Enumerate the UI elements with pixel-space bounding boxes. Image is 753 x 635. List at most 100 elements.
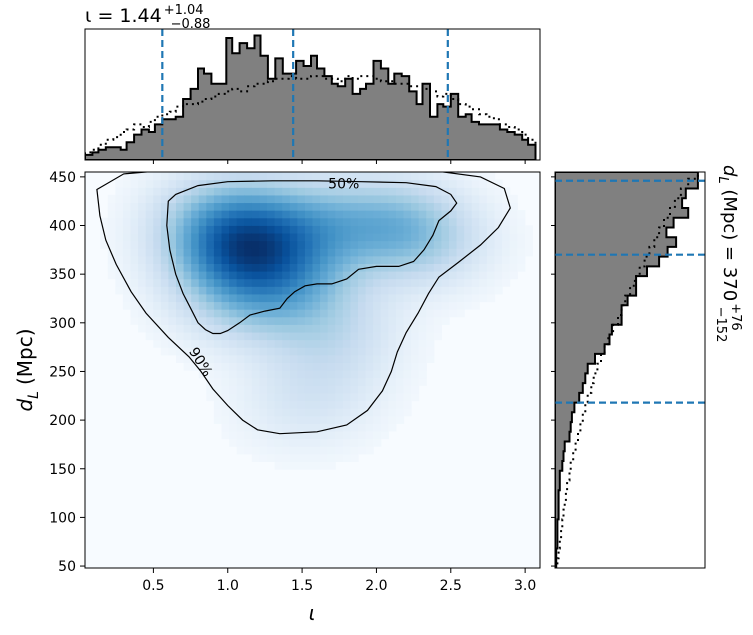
heatmap-cell [327, 309, 336, 318]
heatmap-cell [441, 293, 450, 303]
heatmap-cell [168, 225, 177, 234]
heatmap-cell [479, 286, 488, 295]
heatmap-cell [282, 423, 291, 432]
heatmap-cell [221, 301, 230, 310]
heatmap-cell [342, 172, 352, 181]
heatmap-cell [342, 248, 352, 257]
heatmap-cell [229, 187, 238, 196]
heatmap-cell [327, 461, 336, 470]
heatmap-cell [449, 248, 458, 257]
heatmap-cell [198, 354, 207, 363]
heatmap-cell [168, 202, 177, 211]
heatmap-cell [327, 362, 336, 371]
heatmap-cell [145, 217, 154, 226]
heatmap-cell [373, 232, 382, 242]
heatmap-cell [183, 263, 192, 272]
heatmap-cell [471, 286, 480, 295]
heatmap-cell [130, 217, 139, 226]
heatmap-cell [251, 316, 261, 325]
heatmap-cell [130, 255, 139, 264]
heatmap-cell [342, 179, 352, 188]
heatmap-cell [138, 210, 147, 219]
heatmap-cell [153, 263, 162, 272]
heatmap-cell [206, 385, 215, 394]
heatmap-cell [380, 187, 389, 196]
heatmap-cell [251, 385, 261, 394]
heatmap-cell [418, 179, 427, 188]
heatmap-cell [251, 187, 261, 196]
heatmap-cell [403, 347, 412, 356]
heatmap-cell [380, 362, 389, 371]
x-tick-label: 3.0 [514, 578, 536, 594]
heatmap-cell [244, 187, 253, 196]
heatmap-cell [373, 339, 382, 348]
joint-panel: 50%90% 0.5 1.0 1.5 2.0 2.5 3.0501001502002503… [13, 170, 541, 625]
heatmap-cell [380, 263, 389, 272]
heatmap-cell [107, 217, 116, 226]
heatmap-cell [403, 301, 412, 310]
heatmap-cell [213, 255, 223, 264]
right-title: dL (Mpc) = 370+76−152 [713, 165, 743, 342]
heatmap-cell [236, 400, 245, 409]
heatmap-cell [320, 225, 329, 234]
heatmap-cell [259, 309, 268, 318]
heatmap-cell [282, 461, 291, 470]
heatmap-cell [524, 248, 534, 257]
heatmap-cell [100, 240, 109, 249]
heatmap-cell [213, 392, 223, 402]
heatmap-cell [320, 347, 329, 356]
heatmap-cell [426, 309, 435, 318]
heatmap-cell [191, 263, 200, 272]
posterior-histogram [85, 34, 537, 160]
heatmap-cell [426, 301, 435, 310]
heatmap-cell [282, 248, 291, 257]
heatmap-cell [282, 392, 291, 402]
heatmap-cell [282, 179, 291, 188]
heatmap-cell [130, 187, 139, 196]
heatmap-cell [411, 263, 420, 272]
heatmap-cell [502, 194, 511, 204]
heatmap-cell [411, 354, 420, 363]
heatmap-cell [282, 362, 291, 371]
heatmap-cell [236, 377, 245, 386]
heatmap-cell [327, 278, 336, 287]
heatmap-cell [342, 415, 352, 424]
heatmap-cell [236, 179, 245, 188]
heatmap-cell [191, 271, 200, 280]
heatmap-cell [251, 408, 261, 417]
heatmap-cell [388, 370, 397, 379]
heatmap-cell [395, 240, 405, 249]
heatmap-cell [335, 210, 344, 219]
heatmap-cell [198, 248, 207, 257]
heatmap-cell [365, 385, 374, 394]
heatmap-cell [464, 255, 473, 264]
heatmap-cell [229, 408, 238, 417]
heatmap-cell [517, 210, 526, 219]
heatmap-cell [320, 415, 329, 424]
heatmap-cell [191, 293, 200, 303]
heatmap-cell [267, 210, 276, 219]
heatmap-cell [244, 225, 253, 234]
heatmap-cell [122, 240, 132, 249]
heatmap-cell [176, 225, 185, 234]
heatmap-cell [502, 255, 511, 264]
heatmap-cell [122, 278, 132, 287]
heatmap-cell [350, 438, 359, 447]
heatmap-cell [259, 415, 268, 424]
heatmap-cell [289, 324, 298, 333]
heatmap-cell [206, 293, 215, 303]
heatmap-cell [395, 278, 405, 287]
heatmap-cell [229, 331, 238, 341]
heatmap-cell [350, 354, 359, 363]
heatmap-cell [297, 446, 306, 455]
heatmap-cell [236, 324, 245, 333]
heatmap-cell [517, 217, 526, 226]
heatmap-cell [494, 179, 503, 188]
heatmap-cell [388, 309, 397, 318]
heatmap-cell [380, 301, 389, 310]
heatmap-cell [244, 286, 253, 295]
heatmap-cell [289, 362, 298, 371]
heatmap-cell [365, 423, 374, 432]
heatmap-cell [259, 255, 268, 264]
heatmap-cell [206, 309, 215, 318]
